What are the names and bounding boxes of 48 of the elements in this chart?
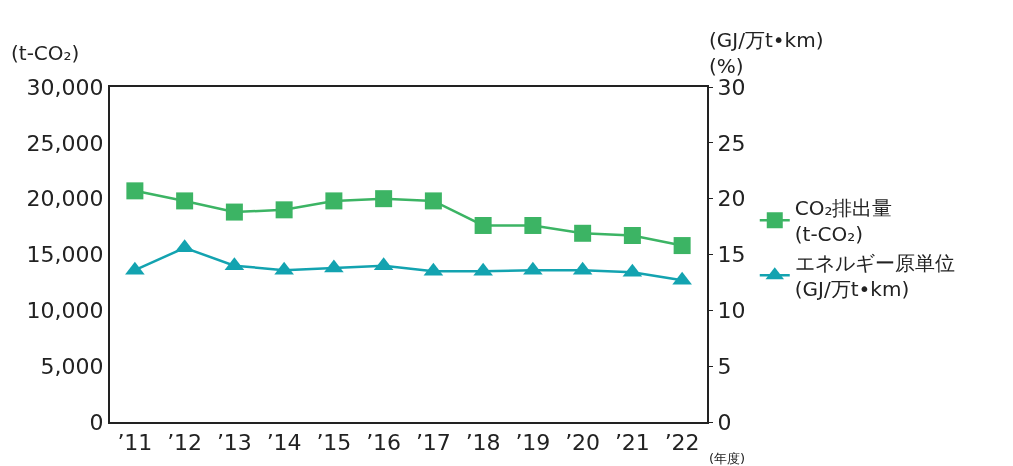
text: (年度) — [709, 451, 746, 466]
y-tick-label: 10,000 — [26, 298, 104, 324]
y-tick-label: 30,000 — [26, 74, 104, 100]
y-tick-label: 5,000 — [40, 353, 104, 379]
point — [474, 216, 492, 234]
point — [424, 192, 442, 210]
x-tick-label: ’16 — [366, 430, 402, 456]
point — [176, 192, 194, 210]
x-tick-label: ’15 — [316, 430, 352, 456]
point — [574, 224, 592, 242]
point — [524, 216, 542, 234]
y2-axis-title: (GJ/万t•km) (%) — [709, 28, 824, 78]
x-tick-label: ’21 — [614, 430, 650, 456]
point — [523, 261, 543, 275]
y2-tick-label: 20 — [717, 186, 746, 212]
x-tick-label: ’19 — [515, 430, 551, 456]
x-tick-label: ’17 — [415, 430, 451, 456]
x-tick-label: ’14 — [266, 430, 302, 456]
point — [672, 271, 692, 285]
x-tick-label: ’20 — [565, 430, 601, 456]
y-tick-label: 20,000 — [26, 186, 104, 212]
y-tick-label: 25,000 — [26, 130, 104, 156]
y-tick-label: 15,000 — [26, 242, 104, 268]
point — [324, 259, 344, 273]
y2-tick-label: 5 — [717, 353, 732, 379]
x-tick-label: ’11 — [117, 430, 153, 456]
point — [126, 182, 144, 200]
x-tick-label: ’12 — [167, 430, 203, 456]
y2-tick-label: 15 — [717, 242, 746, 268]
point — [275, 201, 293, 219]
point — [623, 227, 641, 245]
point — [325, 192, 343, 210]
point — [375, 190, 393, 208]
x-tick-label: ’18 — [465, 430, 501, 456]
x-tick-label: ’22 — [664, 430, 700, 456]
point — [673, 237, 691, 255]
y2-tick-label: 10 — [717, 298, 746, 324]
point — [125, 261, 145, 275]
legend-label: エネルギー原単位 (GJ/万t•km) — [794, 251, 955, 302]
point — [274, 261, 294, 275]
y-tick-label: 0 — [89, 409, 104, 435]
legend-label: CO₂排出量 (t-CO₂) — [794, 196, 893, 247]
x-tick-label: ’13 — [216, 430, 252, 456]
point — [473, 262, 493, 276]
point — [225, 203, 243, 221]
y-axis-title: (t-CO₂) — [11, 41, 80, 65]
y2-tick-label: 0 — [717, 409, 732, 435]
y2-tick-label: 25 — [717, 130, 746, 156]
